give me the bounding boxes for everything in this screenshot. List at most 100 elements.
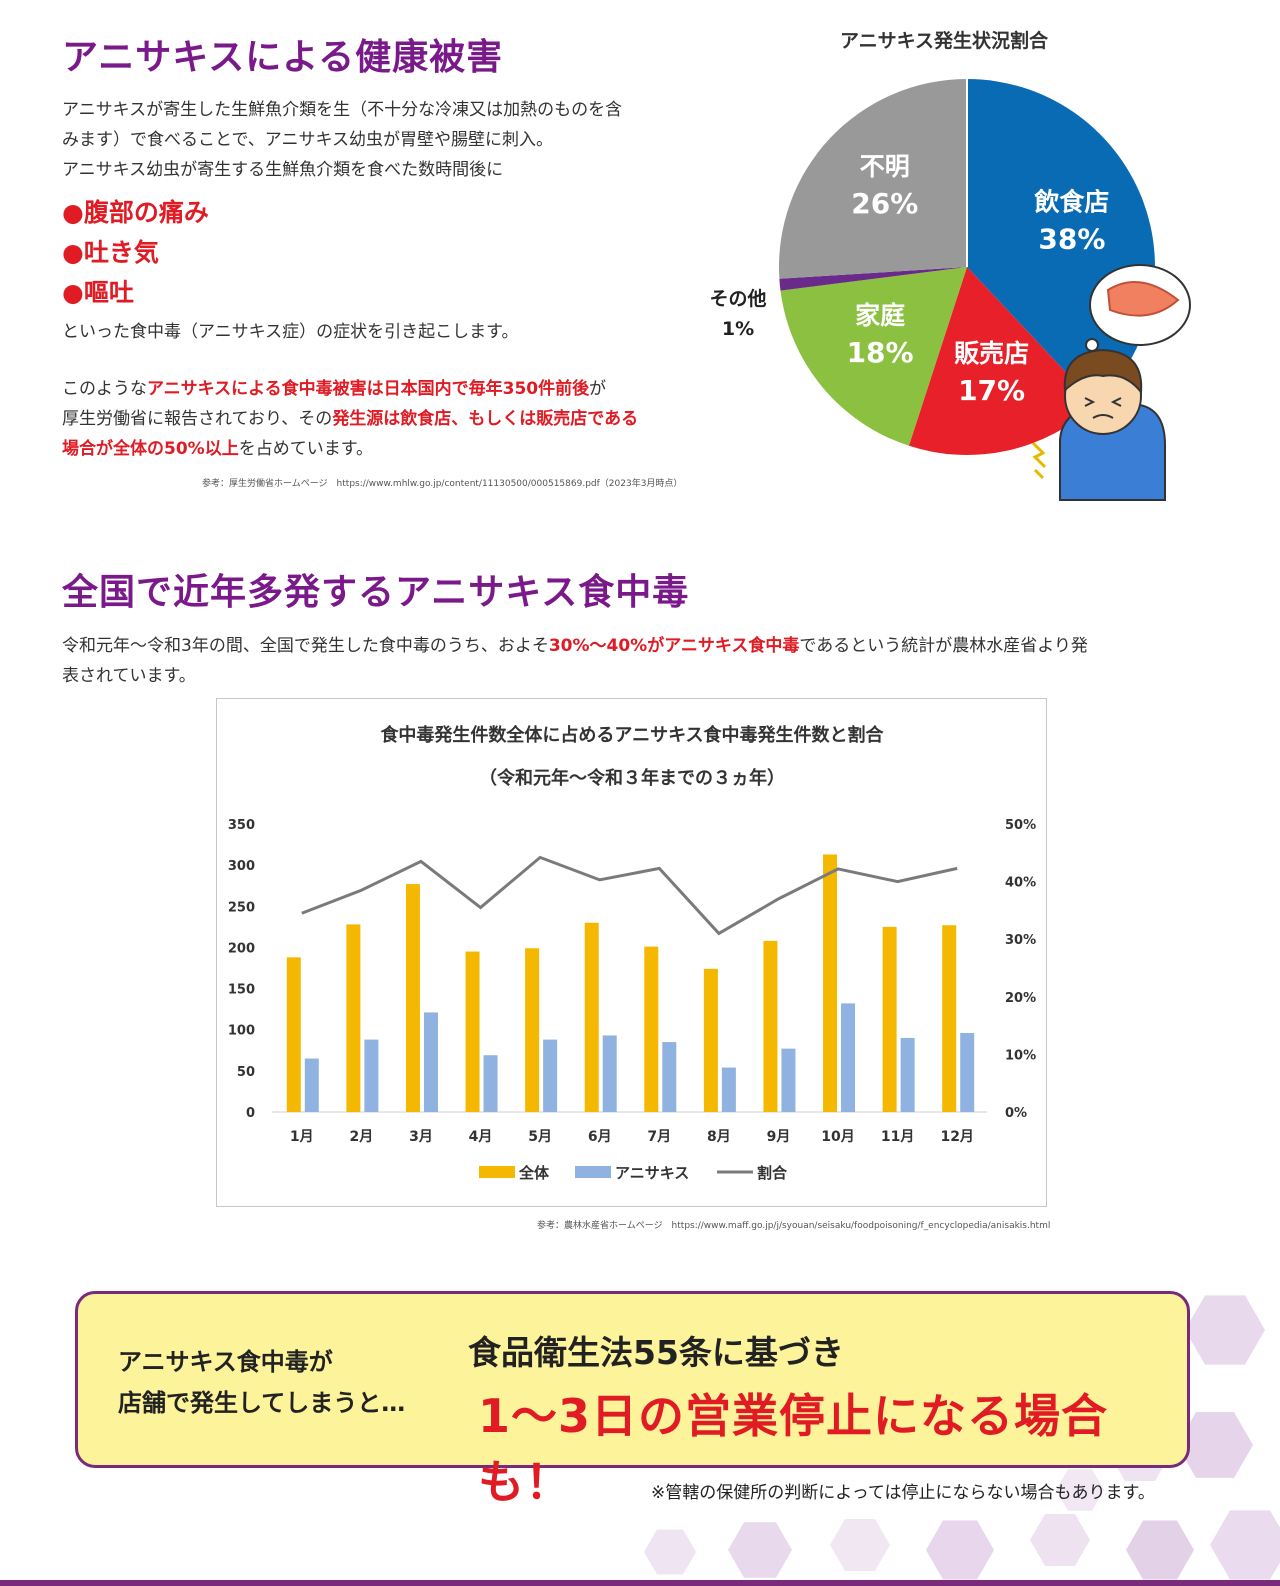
text-span: 令和元年〜令和3年の間、全国で発生した食中毒のうち、およそ — [62, 636, 549, 656]
bar-anisakis — [900, 1037, 915, 1112]
legend-label: 全体 — [518, 1164, 550, 1182]
y-left-tick-label: 0 — [246, 1106, 255, 1121]
symptom-summary: といった食中毒（アニサキス症）の症状を引き起こします。 — [62, 322, 519, 342]
highlight-text: 30%〜40%がアニサキス食中毒 — [548, 636, 800, 656]
bar-total — [405, 884, 420, 1112]
legend-swatch — [575, 1166, 611, 1178]
hexagon-shape — [1185, 1295, 1265, 1365]
highlight-text: 発生源は飲食店、もしくは販売店である — [332, 409, 639, 429]
symptom-item: ●吐き気 — [62, 238, 159, 267]
text-span: 表されています。 — [62, 666, 196, 686]
bar-total — [644, 946, 659, 1112]
pie-slice-label: 販売店 — [954, 339, 1029, 368]
pie-slice — [779, 79, 967, 279]
bar-anisakis — [423, 1012, 438, 1112]
pie-chart-title: アニサキス発生状況割合 — [840, 30, 1049, 52]
bar-total — [286, 957, 301, 1112]
x-tick-label: 4月 — [469, 1129, 493, 1145]
para1-line2: みます）で食べることで、アニサキス幼虫が胃壁や腸壁に刺入。 — [62, 130, 553, 150]
pie-slice-label: 不明 — [860, 152, 910, 181]
bar-chart-title: 食中毒発生件数全体に占めるアニサキス食中毒発生件数と割合 — [379, 724, 884, 746]
bar-total — [584, 922, 599, 1112]
symptom-list: ●腹部の痛み ●吐き気 ●嘔吐 — [62, 193, 209, 313]
pie-slice-label: その他 — [709, 287, 766, 310]
x-tick-label: 9月 — [767, 1129, 791, 1145]
bar-total — [465, 951, 480, 1112]
hexagon-shape — [1126, 1520, 1194, 1580]
bar-total — [703, 968, 718, 1112]
pie-slice — [908, 267, 1096, 455]
callout-left-line: 店舗で発生してしまうと… — [118, 1389, 406, 1417]
bar-anisakis — [364, 1039, 379, 1112]
footnote: ※管轄の保健所の判断によっては停止にならない場合もあります。 — [651, 1483, 1155, 1503]
bar-chart-frame: 食中毒発生件数全体に占めるアニサキス食中毒発生件数と割合 （令和元年〜令和３年まで… — [216, 698, 1047, 1207]
pie-slice — [780, 267, 967, 446]
pie-slice-label: 飲食店 — [1033, 187, 1109, 216]
pie-slice-value: 1% — [722, 318, 754, 340]
pain-mark-icon — [1031, 441, 1047, 480]
section2-paragraph: 令和元年〜令和3年の間、全国で発生した食中毒のうち、およそ30%〜40%がアニサ… — [62, 631, 1222, 691]
hexagon-shape — [644, 1529, 696, 1575]
callout-law-text: 食品衛生法55条に基づき — [468, 1333, 844, 1372]
y-right-tick-label: 0% — [1005, 1106, 1027, 1121]
text-span: を占めています。 — [238, 439, 374, 459]
pie-chart: 飲食店 38% 販売店 17% 家庭 18% その他 1% 不明 26% — [709, 79, 1191, 501]
bar-anisakis — [602, 1035, 617, 1112]
bar-anisakis — [721, 1067, 736, 1112]
hexagon-shape — [926, 1520, 994, 1580]
pie-slice-value: 26% — [851, 187, 918, 220]
bottom-border — [0, 1580, 1280, 1586]
hexagon-shape — [728, 1522, 792, 1578]
x-tick-label: 11月 — [881, 1129, 914, 1145]
hexagon-shape — [830, 1519, 890, 1571]
highlight-text: 場合が全体の50%以上 — [62, 439, 239, 459]
y-left-tick-label: 300 — [228, 859, 255, 874]
text-span: このような — [62, 379, 147, 399]
hexagon-shape — [1030, 1514, 1090, 1566]
x-tick-label: 7月 — [647, 1129, 671, 1145]
bar-total — [346, 924, 361, 1112]
pie-slice-value: 17% — [958, 374, 1025, 407]
bar-anisakis — [483, 1055, 498, 1112]
callout-left-line: アニサキス食中毒が — [118, 1348, 333, 1376]
y-left-tick-label: 100 — [228, 1024, 255, 1039]
ratio-line — [301, 855, 958, 936]
bar-total — [763, 940, 778, 1112]
text-span: 厚生労働省に報告されており、その — [62, 409, 333, 429]
para1-line1: アニサキスが寄生した生鮮魚介類を生（不十分な冷凍又は加熱のものを含 — [62, 100, 623, 120]
bar-anisakis — [543, 1039, 558, 1112]
y-right-tick-label: 20% — [1005, 991, 1036, 1006]
x-tick-label: 2月 — [350, 1129, 374, 1145]
y-right-tick-label: 40% — [1005, 876, 1036, 891]
y-right-tick-label: 50% — [1005, 818, 1036, 833]
y-left-tick-label: 50 — [237, 1065, 255, 1080]
bar-anisakis — [304, 1058, 319, 1112]
para1-line3: アニサキス幼虫が寄生する生鮮魚介類を食べた数時間後に — [62, 160, 504, 180]
bar-chart-subtitle: （令和元年〜令和３年までの３ヵ年） — [479, 767, 785, 789]
section2-heading: 全国で近年多発するアニサキス食中毒 — [62, 572, 690, 613]
text-span: であるという統計が農林水産省より発 — [799, 636, 1088, 656]
callout-left-text: アニサキス食中毒が 店舗で発生してしまうと… — [118, 1342, 405, 1424]
bar-anisakis — [960, 1033, 975, 1112]
pie-slice-label: 家庭 — [855, 301, 905, 330]
x-tick-label: 3月 — [409, 1129, 433, 1145]
reference-maff: 参考：農林水産省ホームページ https://www.maff.go.jp/j/… — [537, 1221, 1051, 1231]
x-tick-label: 10月 — [821, 1129, 854, 1145]
x-tick-label: 12月 — [940, 1129, 973, 1145]
y-left-tick-label: 200 — [228, 941, 255, 956]
legend-label: アニサキス — [615, 1164, 689, 1182]
pie-slice-value: 38% — [1038, 222, 1105, 255]
bar-anisakis — [841, 1003, 856, 1112]
reference-mhlw: 参考：厚生労働省ホームページ https://www.mhlw.go.jp/co… — [202, 479, 683, 489]
pie-slice-value: 18% — [847, 336, 914, 369]
x-tick-label: 8月 — [707, 1129, 731, 1145]
bar-total — [882, 926, 897, 1112]
legend-swatch — [479, 1166, 515, 1178]
x-tick-label: 1月 — [290, 1129, 314, 1145]
y-left-tick-label: 250 — [228, 900, 255, 915]
y-right-tick-label: 30% — [1005, 933, 1036, 948]
x-tick-label: 5月 — [528, 1129, 552, 1145]
y-right-tick-label: 10% — [1005, 1048, 1036, 1063]
callout-suspension-text: 1〜3日の営業停止になる場合も！ — [478, 1389, 1109, 1509]
bar-anisakis — [662, 1042, 677, 1112]
